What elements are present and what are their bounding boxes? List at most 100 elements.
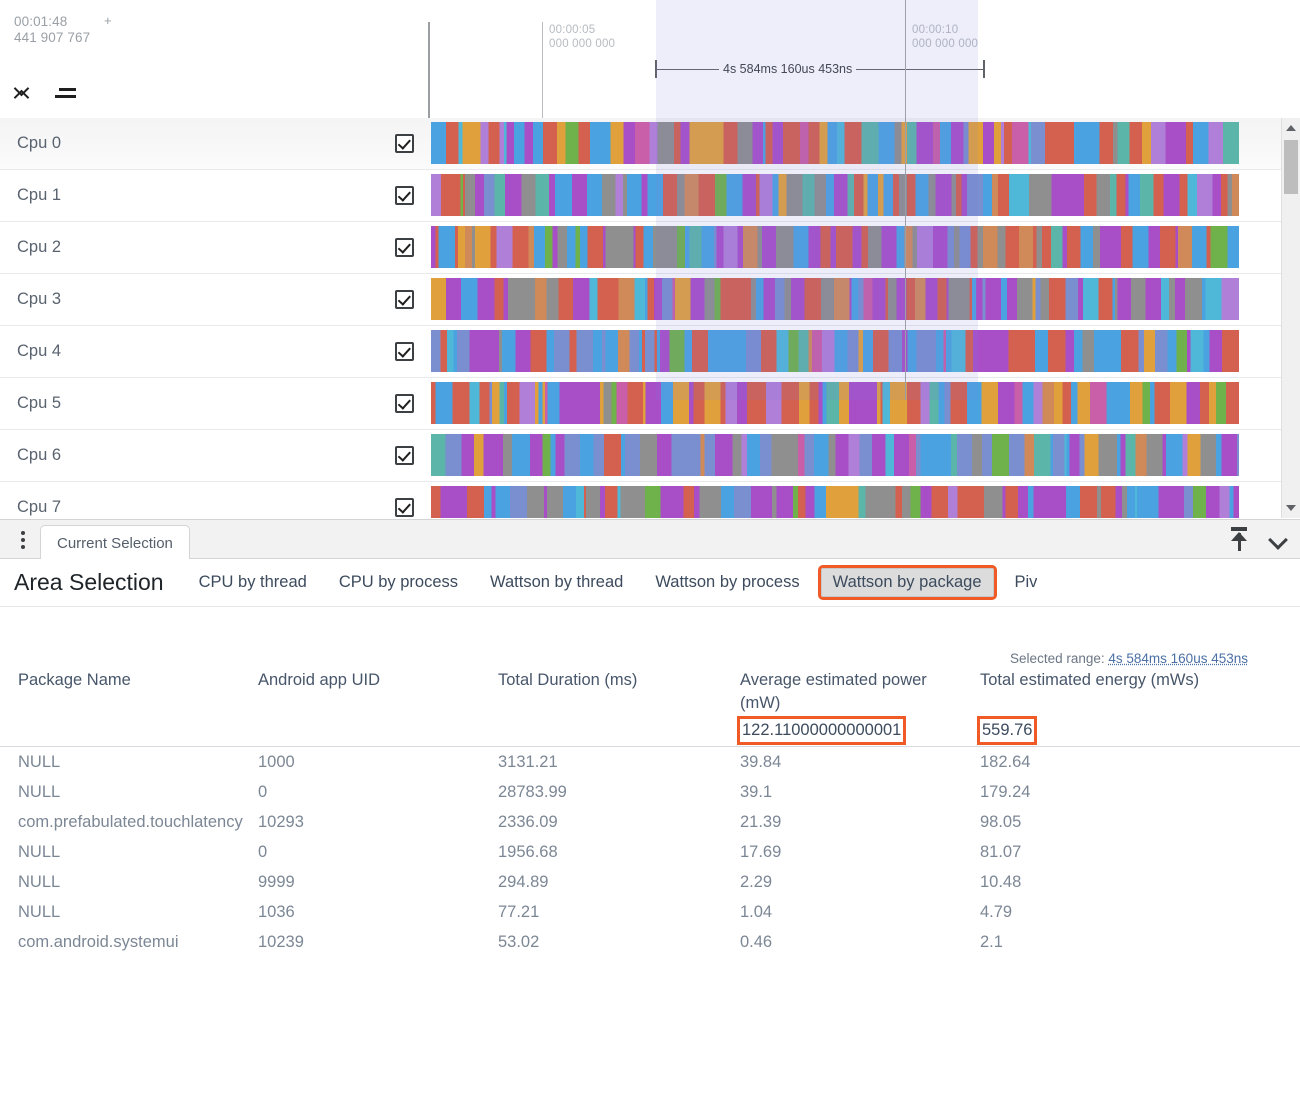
column-header[interactable]: Total estimated energy (mWs) bbox=[980, 671, 1200, 689]
track-slices[interactable] bbox=[431, 226, 1239, 268]
track-slices[interactable] bbox=[431, 330, 1239, 372]
tab-cpu-by-process[interactable]: CPU by process bbox=[338, 573, 459, 591]
track-checkbox[interactable] bbox=[395, 134, 414, 153]
table-row[interactable]: com.prefabulated.touchlatency 10293 2336.0… bbox=[0, 807, 1300, 837]
track-slices[interactable] bbox=[431, 434, 1239, 476]
track-checkbox[interactable] bbox=[395, 342, 414, 361]
table-cell-uid: 10293 bbox=[258, 812, 304, 831]
time-gridline-1 bbox=[542, 22, 543, 118]
table-cell-duration-ms: 1956.68 bbox=[498, 842, 558, 861]
table-row[interactable]: NULL 1000 3131.21 39.84 182.64 bbox=[0, 747, 1300, 777]
table-cell-energy-mws: 10.48 bbox=[980, 872, 1022, 891]
table-cell-avg-power-mw: 0.46 bbox=[740, 932, 773, 951]
table-cell-package: NULL bbox=[18, 902, 61, 921]
highlighted-aggregate-value: 122.11000000000001 bbox=[736, 716, 907, 745]
track-slices[interactable] bbox=[431, 174, 1239, 216]
table-row[interactable]: com.android.systemui 10239 53.02 0.46 2.1 bbox=[0, 927, 1300, 957]
table-cell-duration-ms: 53.02 bbox=[498, 932, 540, 951]
track-filter-icon[interactable] bbox=[54, 80, 80, 106]
page-title: Area Selection bbox=[14, 569, 164, 595]
timeline-header: 00:01:48 441 907 767 + 00:00:05 000 000 … bbox=[0, 0, 1300, 119]
track-checkbox[interactable] bbox=[395, 446, 414, 465]
track-shell[interactable]: Cpu 5 bbox=[0, 378, 428, 429]
table-row[interactable]: NULL 9999 294.89 2.29 10.48 bbox=[0, 867, 1300, 897]
table-cell-duration-ms: 77.21 bbox=[498, 902, 540, 921]
collapse-all-icon[interactable] bbox=[10, 80, 36, 106]
tab-cpu-by-thread[interactable]: CPU by thread bbox=[198, 573, 307, 591]
table-cell-energy-mws: 2.1 bbox=[980, 932, 1003, 951]
track-shell[interactable]: Cpu 6 bbox=[0, 430, 428, 481]
track-title: Cpu 6 bbox=[17, 446, 62, 464]
scroll-up-arrow-icon[interactable] bbox=[1282, 120, 1300, 136]
track-shell[interactable]: Cpu 7 bbox=[0, 482, 428, 518]
table-cell-package: NULL bbox=[18, 842, 61, 861]
track-shell[interactable]: Cpu 3 bbox=[0, 274, 428, 325]
table-cell-package: com.android.systemui bbox=[18, 932, 179, 951]
table-cell-uid: 9999 bbox=[258, 872, 295, 891]
time-tick-label: 00:00:05 000 000 000 bbox=[549, 24, 616, 50]
tab-piv[interactable]: Piv bbox=[1014, 573, 1038, 591]
table-header-row: Package Name Android app UID Total Duratio… bbox=[0, 669, 1300, 715]
table-cell-uid: 1000 bbox=[258, 752, 295, 771]
track-shell[interactable]: Cpu 1 bbox=[0, 170, 428, 221]
tab-wattson-by-package[interactable]: Wattson by package bbox=[817, 565, 997, 600]
track-row[interactable]: Cpu 7 bbox=[0, 482, 1300, 518]
track-checkbox[interactable] bbox=[395, 394, 414, 413]
track-row[interactable]: Cpu 3 bbox=[0, 274, 1300, 326]
details-tab-strip: CPU by thread CPU by process Wattson by th… bbox=[188, 565, 1038, 600]
table-body: NULL 1000 3131.21 39.84 182.64 NULL 0 28783.99 3… bbox=[0, 747, 1300, 957]
collapse-panel-icon[interactable] bbox=[1226, 524, 1252, 554]
track-row[interactable]: Cpu 4 bbox=[0, 326, 1300, 378]
timeline-region: 00:01:48 441 907 767 + 00:00:05 000 000 … bbox=[0, 0, 1300, 525]
details-panel: Area Selection CPU by thread CPU by proce… bbox=[0, 559, 1300, 1104]
selected-range-value[interactable]: 4s 584ms 160us 453ns bbox=[1108, 651, 1248, 666]
chevron-down-icon[interactable] bbox=[1266, 527, 1290, 551]
track-checkbox[interactable] bbox=[395, 290, 414, 309]
table-cell-duration-ms: 2336.09 bbox=[498, 812, 558, 831]
tab-wattson-by-thread[interactable]: Wattson by thread bbox=[490, 573, 624, 591]
scroll-down-arrow-icon[interactable] bbox=[1282, 500, 1300, 516]
track-title: Cpu 3 bbox=[17, 290, 62, 308]
track-shell[interactable]: Cpu 4 bbox=[0, 326, 428, 377]
panel-divider bbox=[428, 22, 430, 118]
track-checkbox[interactable] bbox=[395, 498, 414, 517]
track-vertical-scrollbar[interactable] bbox=[1281, 118, 1300, 518]
table-cell-energy-mws: 98.05 bbox=[980, 812, 1022, 831]
scrollbar-thumb[interactable] bbox=[1284, 140, 1298, 194]
table-row[interactable]: NULL 0 28783.99 39.1 179.24 bbox=[0, 777, 1300, 807]
selected-range-label: Selected range: bbox=[1010, 651, 1105, 666]
track-title: Cpu 5 bbox=[17, 394, 62, 412]
column-header[interactable]: Package Name bbox=[18, 671, 131, 689]
tab-current-selection[interactable]: Current Selection bbox=[40, 525, 190, 560]
table-row[interactable]: NULL 0 1956.68 17.69 81.07 bbox=[0, 837, 1300, 867]
track-row[interactable]: Cpu 6 bbox=[0, 430, 1300, 482]
track-slices[interactable] bbox=[431, 278, 1239, 320]
track-checkbox[interactable] bbox=[395, 186, 414, 205]
column-header[interactable]: Average estimated power (mW) bbox=[740, 671, 927, 712]
track-row[interactable]: Cpu 0 bbox=[0, 118, 1300, 170]
tab-wattson-by-process[interactable]: Wattson by process bbox=[655, 573, 800, 591]
track-checkbox[interactable] bbox=[395, 238, 414, 257]
table-cell-avg-power-mw: 39.1 bbox=[740, 782, 773, 801]
table-cell-package: com.prefabulated.touchlatency bbox=[18, 812, 243, 831]
track-shell[interactable]: Cpu 2 bbox=[0, 222, 428, 273]
track-row[interactable]: Cpu 1 bbox=[0, 170, 1300, 222]
track-title: Cpu 4 bbox=[17, 342, 62, 360]
table-cell-energy-mws: 179.24 bbox=[980, 782, 1031, 801]
track-slices[interactable] bbox=[431, 122, 1239, 164]
selection-duration-bracket: 4s 584ms 160us 453ns bbox=[655, 60, 985, 78]
track-slices[interactable] bbox=[431, 382, 1239, 424]
track-title: Cpu 2 bbox=[17, 238, 62, 256]
table-cell-energy-mws: 81.07 bbox=[980, 842, 1022, 861]
kebab-menu-icon[interactable] bbox=[12, 528, 34, 552]
highlighted-aggregate-value: 559.76 bbox=[976, 716, 1038, 745]
bottom-tab-bar: Current Selection bbox=[0, 519, 1300, 560]
table-row[interactable]: NULL 1036 77.21 1.04 4.79 bbox=[0, 897, 1300, 927]
track-shell[interactable]: Cpu 0 bbox=[0, 118, 428, 169]
track-row[interactable]: Cpu 2 bbox=[0, 222, 1300, 274]
aggregate-cell bbox=[0, 719, 258, 742]
column-header[interactable]: Android app UID bbox=[258, 671, 380, 689]
track-slices[interactable] bbox=[431, 486, 1239, 518]
column-header[interactable]: Total Duration (ms) bbox=[498, 671, 638, 689]
track-row[interactable]: Cpu 5 bbox=[0, 378, 1300, 430]
